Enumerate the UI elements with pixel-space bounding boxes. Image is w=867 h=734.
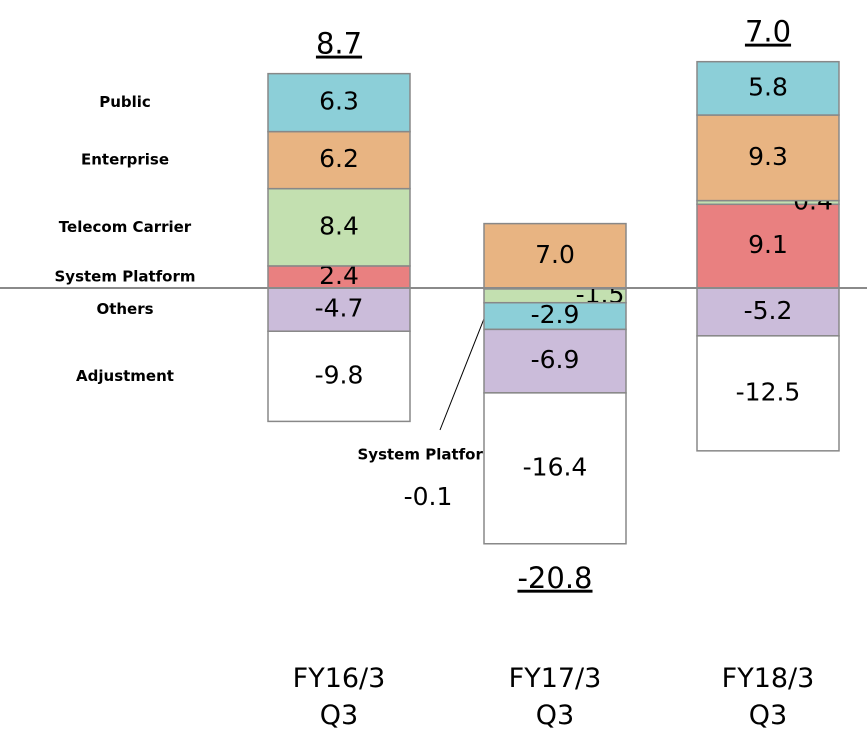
bar-segment [267, 72, 411, 133]
bar-segment [696, 203, 840, 289]
legend-label: Adjustment [76, 367, 174, 385]
value-label: 9.1 [748, 230, 788, 259]
bar-segment [267, 130, 411, 190]
annotation: System Platform [358, 446, 499, 464]
bar-segment [696, 287, 840, 337]
value-label: -5.2 [744, 296, 793, 325]
bar-segment [483, 392, 627, 545]
category-label: FY16/3 Q3 [292, 663, 386, 731]
value-label: 5.8 [748, 72, 788, 101]
total-label: 7.0 [745, 15, 791, 49]
value-label: -12.5 [736, 377, 801, 406]
total-label: -20.8 [517, 561, 592, 595]
value-label: -9.8 [315, 360, 364, 389]
category-label: FY17/3 Q3 [508, 663, 602, 731]
bar-segment [267, 187, 411, 267]
total-label: 8.7 [316, 27, 362, 61]
category-label: FY18/3 Q3 [721, 663, 815, 731]
legend-label: Others [96, 300, 153, 318]
value-label: -4.7 [315, 294, 364, 323]
bar-segment [483, 328, 627, 394]
value-label: 6.3 [319, 87, 359, 116]
bar-segment [267, 330, 411, 423]
value-label: -2.9 [531, 300, 580, 329]
value-label: 8.4 [319, 211, 359, 240]
value-label: -0.1 [404, 482, 453, 511]
value-label: 6.2 [319, 144, 359, 173]
legend-label: System Platform [55, 267, 196, 285]
bar-segment [483, 222, 627, 289]
value-label: 9.3 [748, 142, 788, 171]
legend-label: Telecom Carrier [59, 218, 192, 236]
value-label: -16.4 [523, 452, 588, 481]
legend-label: Public [99, 93, 151, 111]
bar-segment [696, 335, 840, 452]
legend-label: Enterprise [81, 151, 169, 169]
value-label: -6.9 [531, 345, 580, 374]
value-label: 7.0 [535, 240, 575, 269]
bar-segment [696, 114, 840, 202]
bar-segment [696, 60, 840, 116]
